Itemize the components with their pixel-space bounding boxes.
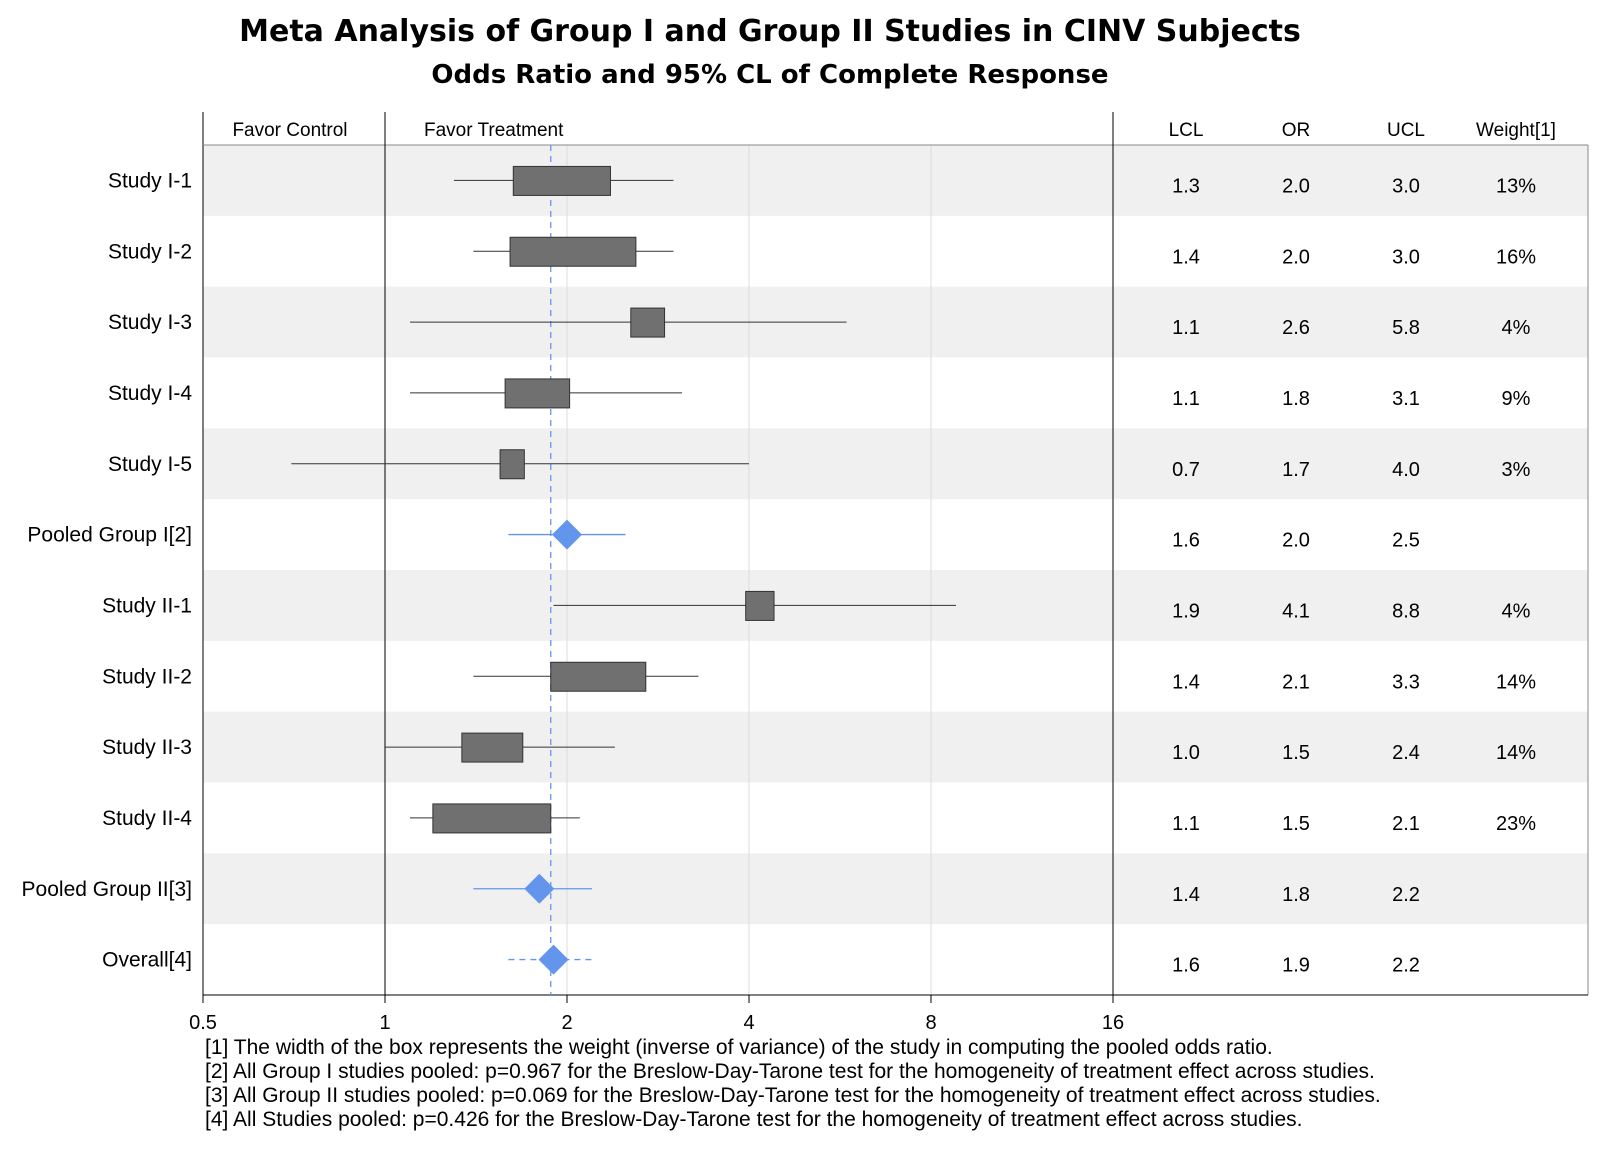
weight-value-study-ii-1: 4%	[1502, 600, 1531, 622]
x-tick-label-1: 1	[379, 1012, 390, 1034]
footnote-2: [2] All Group I studies pooled: p=0.967 …	[205, 1060, 1375, 1083]
weight-value-study-ii-2: 14%	[1496, 671, 1536, 693]
x-tick-label-2: 2	[561, 1012, 572, 1034]
row-label-pooled-group-ii-3: Pooled Group II[3]	[22, 878, 192, 901]
ucl-value-pooled-group-ii-3: 2.2	[1392, 884, 1420, 906]
lcl-value-pooled-group-i-2: 1.6	[1172, 530, 1200, 552]
or-value-study-i-5: 1.7	[1282, 459, 1310, 481]
row-label-study-ii-3: Study II-3	[102, 736, 192, 759]
or-box-study-i-4	[504, 378, 571, 409]
weight-value-study-i-1: 13%	[1496, 175, 1536, 197]
ucl-value-study-i-1: 3.0	[1392, 175, 1420, 197]
or-box-study-ii-4	[432, 803, 552, 834]
lcl-value-study-i-1: 1.3	[1172, 175, 1200, 197]
chart-subtitle: Odds Ratio and 95% CL of Complete Respon…	[431, 60, 1109, 90]
lcl-value-study-ii-3: 1.0	[1172, 742, 1200, 764]
footnote-1: [1] The width of the box represents the …	[205, 1036, 1273, 1059]
row-label-pooled-group-i-2: Pooled Group I[2]	[27, 524, 192, 547]
x-tick-label-4: 4	[743, 1012, 754, 1034]
footnote-4: [4] All Studies pooled: p=0.426 for the …	[205, 1108, 1303, 1131]
x-tick-label-16: 16	[1102, 1012, 1124, 1034]
x-tick-label-8: 8	[925, 1012, 936, 1034]
weight-value-study-ii-4: 23%	[1496, 813, 1536, 835]
or-value-pooled-group-i-2: 2.0	[1282, 530, 1310, 552]
ucl-value-overall-4: 2.2	[1392, 955, 1420, 977]
lcl-value-study-i-3: 1.1	[1172, 317, 1200, 339]
lcl-value-study-i-4: 1.1	[1172, 388, 1200, 410]
col-header-ucl: UCL	[1387, 120, 1425, 141]
row-label-study-ii-4: Study II-4	[102, 807, 192, 830]
or-value-study-i-1: 2.0	[1282, 175, 1310, 197]
or-box-study-i-3	[630, 307, 666, 338]
or-box-study-ii-3	[461, 732, 524, 763]
or-value-study-ii-4: 1.5	[1282, 813, 1310, 835]
ucl-value-study-i-2: 3.0	[1392, 246, 1420, 268]
or-box-study-i-1	[512, 165, 611, 196]
or-value-study-i-3: 2.6	[1282, 317, 1310, 339]
or-value-study-i-2: 2.0	[1282, 246, 1310, 268]
favor-treatment-label: Favor Treatment	[424, 120, 564, 141]
row-label-study-i-4: Study I-4	[108, 382, 192, 405]
row-band	[203, 145, 1588, 216]
favor-control-label: Favor Control	[232, 120, 347, 141]
row-label-study-ii-2: Study II-2	[102, 665, 192, 688]
weight-value-study-i-4: 9%	[1502, 388, 1531, 410]
or-diamond-pooled-group-i-2	[552, 519, 582, 550]
weight-value-study-i-2: 16%	[1496, 246, 1536, 268]
col-header-weight: Weight[1]	[1476, 120, 1556, 141]
ucl-value-study-ii-4: 2.1	[1392, 813, 1420, 835]
row-label-study-i-3: Study I-3	[108, 311, 192, 334]
forest-plot: Favor Control Favor Treatment LCL OR UCL Weig…	[22, 112, 1589, 1034]
row-band	[203, 853, 1588, 925]
ucl-value-study-i-4: 3.1	[1392, 388, 1420, 410]
or-value-study-i-4: 1.8	[1282, 388, 1310, 410]
lcl-value-study-ii-1: 1.9	[1172, 600, 1200, 622]
ucl-value-study-ii-2: 3.3	[1392, 671, 1420, 693]
or-value-overall-4: 1.9	[1282, 955, 1310, 977]
or-value-study-ii-2: 2.1	[1282, 671, 1310, 693]
or-box-study-ii-2	[550, 661, 647, 692]
lcl-value-study-ii-4: 1.1	[1172, 813, 1200, 835]
or-value-study-ii-1: 4.1	[1282, 600, 1310, 622]
lcl-value-study-i-2: 1.4	[1172, 246, 1200, 268]
weight-value-study-ii-3: 14%	[1496, 742, 1536, 764]
ucl-value-pooled-group-i-2: 2.5	[1392, 530, 1420, 552]
weight-value-study-i-3: 4%	[1502, 317, 1531, 339]
row-label-study-ii-1: Study II-1	[102, 594, 192, 617]
or-value-study-ii-3: 1.5	[1282, 742, 1310, 764]
footnote-3: [3] All Group II studies pooled: p=0.069…	[205, 1084, 1381, 1107]
or-diamond-pooled-group-ii-3	[524, 873, 555, 904]
or-box-study-i-5	[499, 449, 525, 480]
or-box-study-ii-1	[745, 590, 775, 621]
x-tick-label-0-5: 0.5	[189, 1012, 217, 1034]
row-label-study-i-2: Study I-2	[108, 240, 192, 263]
row-label-study-i-1: Study I-1	[108, 169, 192, 192]
lcl-value-overall-4: 1.6	[1172, 955, 1200, 977]
lcl-value-pooled-group-ii-3: 1.4	[1172, 884, 1200, 906]
ucl-value-study-ii-3: 2.4	[1392, 742, 1420, 764]
weight-value-study-i-5: 3%	[1502, 459, 1531, 481]
col-header-lcl: LCL	[1169, 120, 1204, 141]
lcl-value-study-i-5: 0.7	[1172, 459, 1200, 481]
chart-title: Meta Analysis of Group I and Group II St…	[239, 14, 1301, 49]
row-label-study-i-5: Study I-5	[108, 453, 192, 476]
row-label-overall-4: Overall[4]	[102, 949, 192, 972]
or-diamond-overall-4	[538, 944, 569, 975]
ucl-value-study-ii-1: 8.8	[1392, 600, 1420, 622]
or-value-pooled-group-ii-3: 1.8	[1282, 884, 1310, 906]
ucl-value-study-i-5: 4.0	[1392, 459, 1420, 481]
lcl-value-study-ii-2: 1.4	[1172, 671, 1200, 693]
or-box-study-i-2	[509, 236, 637, 267]
ucl-value-study-i-3: 5.8	[1392, 317, 1420, 339]
col-header-or: OR	[1282, 120, 1311, 141]
